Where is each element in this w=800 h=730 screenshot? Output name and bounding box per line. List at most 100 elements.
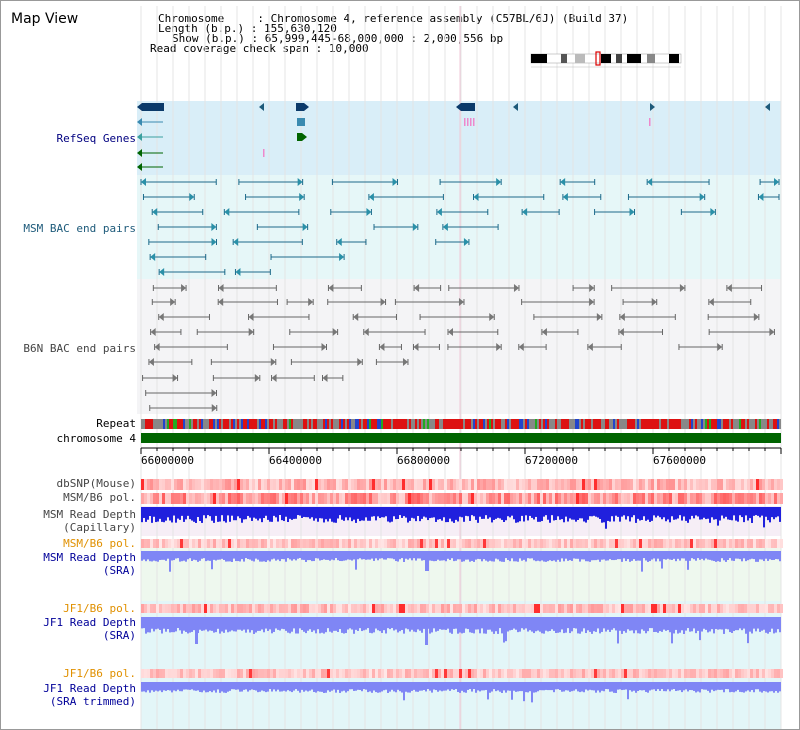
polymorphism-cell — [405, 479, 408, 490]
repeat-segment — [605, 419, 607, 429]
read-depth-bar — [505, 617, 507, 642]
arrow-glyph — [522, 208, 528, 216]
repeat-segment — [271, 419, 273, 429]
read-depth-bar — [737, 617, 739, 631]
read-depth-bar — [663, 617, 665, 630]
read-depth-bar — [471, 682, 473, 692]
polymorphism-cell — [429, 669, 432, 678]
track-label-jf1-pol-1[interactable]: JF1/B6 pol. — [63, 602, 136, 615]
read-depth-bar — [531, 507, 533, 518]
track-label-b6n-bac[interactable]: B6N BAC end pairs — [23, 342, 136, 355]
polymorphism-cell — [267, 539, 270, 548]
read-depth-bar — [253, 617, 255, 634]
read-depth-bar — [407, 682, 409, 693]
polymorphism-cell — [522, 539, 525, 548]
read-depth-bar — [219, 682, 221, 693]
polymorphism-cell — [642, 669, 645, 678]
read-depth-bar — [141, 551, 143, 561]
read-depth-bar — [463, 507, 465, 522]
polymorphism-cell — [414, 539, 417, 548]
read-depth-bar — [691, 682, 693, 691]
read-depth-bar — [277, 617, 279, 630]
track-label-refseq[interactable]: RefSeq Genes — [56, 132, 136, 145]
polymorphism-cell — [750, 539, 753, 548]
track-label-msm-pol-2[interactable]: MSM/B6 pol. — [63, 537, 136, 550]
read-depth-bar — [727, 551, 729, 560]
read-depth-bar — [395, 507, 397, 520]
track-label-msm-depth-cap[interactable]: MSM Read Depth — [43, 508, 136, 521]
arrow-glyph — [496, 178, 502, 186]
read-depth-bar — [455, 507, 457, 520]
track-label-chromosome[interactable]: chromosome 4 — [56, 432, 136, 445]
repeat-segment — [617, 419, 619, 429]
read-depth-bar — [215, 507, 217, 516]
read-depth-bar — [355, 551, 357, 570]
polymorphism-cell — [258, 539, 261, 548]
read-depth-bar — [509, 507, 511, 518]
arrow-glyph — [211, 223, 217, 231]
polymorphism-cell — [324, 604, 327, 613]
read-depth-bar — [779, 551, 781, 562]
polymorphism-cell — [156, 669, 159, 678]
read-depth-bar — [211, 507, 213, 521]
read-depth-bar — [147, 682, 149, 691]
read-depth-bar — [347, 551, 349, 560]
read-depth-bar — [551, 617, 553, 630]
read-depth-bar — [493, 551, 495, 562]
read-depth-bar — [571, 551, 573, 561]
repeat-segment — [585, 419, 587, 429]
polymorphism-cell — [735, 493, 738, 504]
polymorphism-cell — [768, 493, 771, 504]
track-label-jf1-pol-2[interactable]: JF1/B6 pol. — [63, 667, 136, 680]
read-depth-bar — [275, 682, 277, 692]
track-label-jf1-depth-sra[interactable]: JF1 Read Depth — [43, 616, 136, 629]
read-depth-bar — [741, 682, 743, 693]
read-depth-bar — [555, 507, 557, 521]
track-label-msm-bac[interactable]: MSM BAC end pairs — [23, 222, 136, 235]
polymorphism-cell — [699, 539, 702, 548]
track-label-msm-depth-sra[interactable]: MSM Read Depth — [43, 551, 136, 564]
track-label-msm-pol-1[interactable]: MSM/B6 pol. — [63, 491, 136, 504]
read-depth-bar — [197, 682, 199, 691]
polymorphism-cell — [225, 479, 228, 490]
polymorphism-cell — [678, 539, 681, 548]
read-depth-bar — [769, 551, 771, 560]
polymorphism-cell — [393, 479, 396, 490]
polymorphism-cell — [426, 539, 429, 548]
repeat-segment — [671, 419, 673, 429]
polymorphism-cell — [234, 539, 237, 548]
read-depth-bar — [325, 682, 327, 693]
read-depth-bar — [469, 617, 471, 633]
track-label-dbsnp[interactable]: dbSNP(Mouse) — [56, 477, 136, 490]
read-depth-bar — [171, 682, 173, 693]
repeat-segment — [769, 419, 771, 429]
track-label-repeat[interactable]: Repeat — [96, 417, 136, 430]
arrow-glyph — [363, 328, 369, 336]
read-depth-bar — [633, 617, 635, 634]
read-depth-bar — [247, 551, 249, 560]
read-depth-bar — [533, 551, 535, 561]
read-depth-bar — [213, 551, 215, 560]
read-depth-bar — [361, 682, 363, 692]
repeat-segment — [261, 419, 263, 429]
polymorphism-cell — [573, 604, 576, 613]
repeat-segment — [247, 419, 249, 429]
read-depth-bar — [461, 617, 463, 634]
track-label-jf1-depth-trim[interactable]: JF1 Read Depth — [43, 682, 136, 695]
polymorphism-cell — [273, 669, 276, 678]
polymorphism-cell — [354, 493, 357, 504]
polymorphism-cell — [777, 669, 780, 678]
polymorphism-cell — [456, 669, 459, 678]
polymorphism-cell — [312, 604, 315, 613]
read-depth-bar — [171, 617, 173, 633]
read-depth-bar — [563, 617, 565, 634]
repeat-segment — [325, 419, 327, 429]
read-depth-bar — [441, 682, 443, 692]
read-depth-bar — [697, 507, 699, 517]
repeat-segment — [469, 419, 471, 429]
read-depth-bar — [277, 551, 279, 560]
polymorphism-cell — [420, 604, 423, 613]
read-depth-bar — [563, 507, 565, 523]
read-depth-bar — [273, 617, 275, 632]
